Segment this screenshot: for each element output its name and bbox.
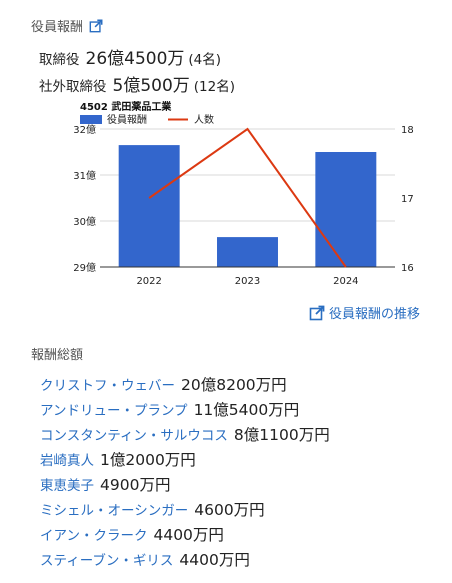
outside-directors-amount: 5億500万 bbox=[112, 76, 190, 96]
list-item: イアン・クラーク 4400万円 bbox=[40, 523, 330, 548]
list-item: スティーブン・ギリス 4400万円 bbox=[40, 548, 330, 573]
person-amount: 4600万円 bbox=[194, 501, 265, 519]
person-amount: 20億8200万円 bbox=[181, 376, 287, 394]
list-item: ミシェル・オーシンガー 4600万円 bbox=[40, 498, 330, 523]
x-axis-tick-label: 2022 bbox=[136, 276, 161, 287]
pay-history-link-label[interactable]: 役員報酬の推移 bbox=[328, 307, 420, 322]
pay-history-link[interactable]: 役員報酬の推移 bbox=[309, 303, 420, 322]
right-axis-tick-label: 17 bbox=[401, 194, 414, 205]
person-amount: 4400万円 bbox=[179, 551, 250, 569]
person-name-link[interactable]: コンスタンティン・サルウコス bbox=[40, 428, 228, 444]
executive-pay-heading: 役員報酬 bbox=[31, 16, 103, 35]
person-name-link[interactable]: クリストフ・ウェバー bbox=[40, 378, 175, 394]
person-name-link[interactable]: アンドリュー・プランプ bbox=[40, 403, 188, 419]
left-axis-tick-label: 31億 bbox=[73, 169, 96, 182]
x-axis: 2022 2023 2024 bbox=[100, 266, 395, 287]
total-pay-title: 報酬総額 bbox=[31, 348, 84, 363]
chart-title: 4502 武田薬品工業 bbox=[80, 100, 172, 113]
left-axis: 32億 31億 30億 29億 bbox=[73, 123, 96, 274]
right-axis: 18 17 16 bbox=[401, 125, 414, 274]
person-name-link[interactable]: ミシェル・オーシンガー bbox=[40, 503, 189, 519]
bar bbox=[217, 237, 278, 267]
total-pay-list: クリストフ・ウェバー 20億8200万円 アンドリュー・プランプ 11億5400万円… bbox=[40, 373, 330, 573]
directors-label: 取締役 bbox=[39, 52, 80, 68]
external-link-icon bbox=[309, 305, 325, 320]
left-axis-tick-label: 32億 bbox=[73, 123, 96, 136]
outside-directors-label: 社外取締役 bbox=[39, 79, 107, 95]
person-amount: 4400万円 bbox=[153, 526, 224, 544]
outside-directors-count: (12名) bbox=[193, 79, 235, 95]
person-amount: 8億1100万円 bbox=[233, 426, 330, 444]
bar bbox=[315, 152, 377, 267]
left-axis-tick-label: 30億 bbox=[73, 215, 96, 228]
executive-pay-title: 役員報酬 bbox=[31, 20, 84, 35]
legend-line-label: 人数 bbox=[194, 113, 214, 126]
list-item: 岩崎真人 1億2000万円 bbox=[40, 448, 330, 473]
directors-amount: 26億4500万 bbox=[85, 49, 185, 69]
right-axis-tick-label: 18 bbox=[401, 125, 414, 136]
chart-legend: 役員報酬 人数 bbox=[80, 113, 214, 126]
x-axis-tick-label: 2024 bbox=[333, 276, 358, 287]
person-name-link[interactable]: スティーブン・ギリス bbox=[40, 553, 174, 569]
person-name-link[interactable]: イアン・クラーク bbox=[40, 528, 148, 544]
list-item: 東恵美子 4900万円 bbox=[40, 473, 330, 498]
list-item: アンドリュー・プランプ 11億5400万円 bbox=[40, 398, 330, 423]
person-amount: 4900万円 bbox=[100, 476, 171, 494]
x-axis-tick-label: 2023 bbox=[235, 276, 260, 287]
legend-bar-label: 役員報酬 bbox=[107, 113, 147, 126]
person-amount: 11億5400万円 bbox=[193, 401, 300, 419]
directors-count: (4名) bbox=[188, 52, 222, 68]
list-item: コンスタンティン・サルウコス 8億1100万円 bbox=[40, 423, 330, 448]
list-item: クリストフ・ウェバー 20億8200万円 bbox=[40, 373, 330, 398]
total-pay-heading: 報酬総額 bbox=[31, 344, 83, 363]
external-link-icon[interactable] bbox=[89, 19, 103, 33]
person-name-link[interactable]: 東恵美子 bbox=[40, 478, 94, 494]
directors-pay-row: 取締役 26億4500万 (4名) bbox=[39, 44, 221, 69]
legend-bar-swatch bbox=[80, 115, 102, 124]
outside-directors-pay-row: 社外取締役 5億500万 (12名) bbox=[39, 71, 235, 96]
right-axis-tick-label: 16 bbox=[401, 263, 414, 274]
person-name-link[interactable]: 岩崎真人 bbox=[40, 453, 94, 469]
left-axis-tick-label: 29億 bbox=[73, 261, 96, 274]
line-series bbox=[148, 127, 347, 268]
bar-series bbox=[118, 145, 377, 267]
person-amount: 1億2000万円 bbox=[100, 451, 196, 469]
bar bbox=[118, 145, 180, 267]
